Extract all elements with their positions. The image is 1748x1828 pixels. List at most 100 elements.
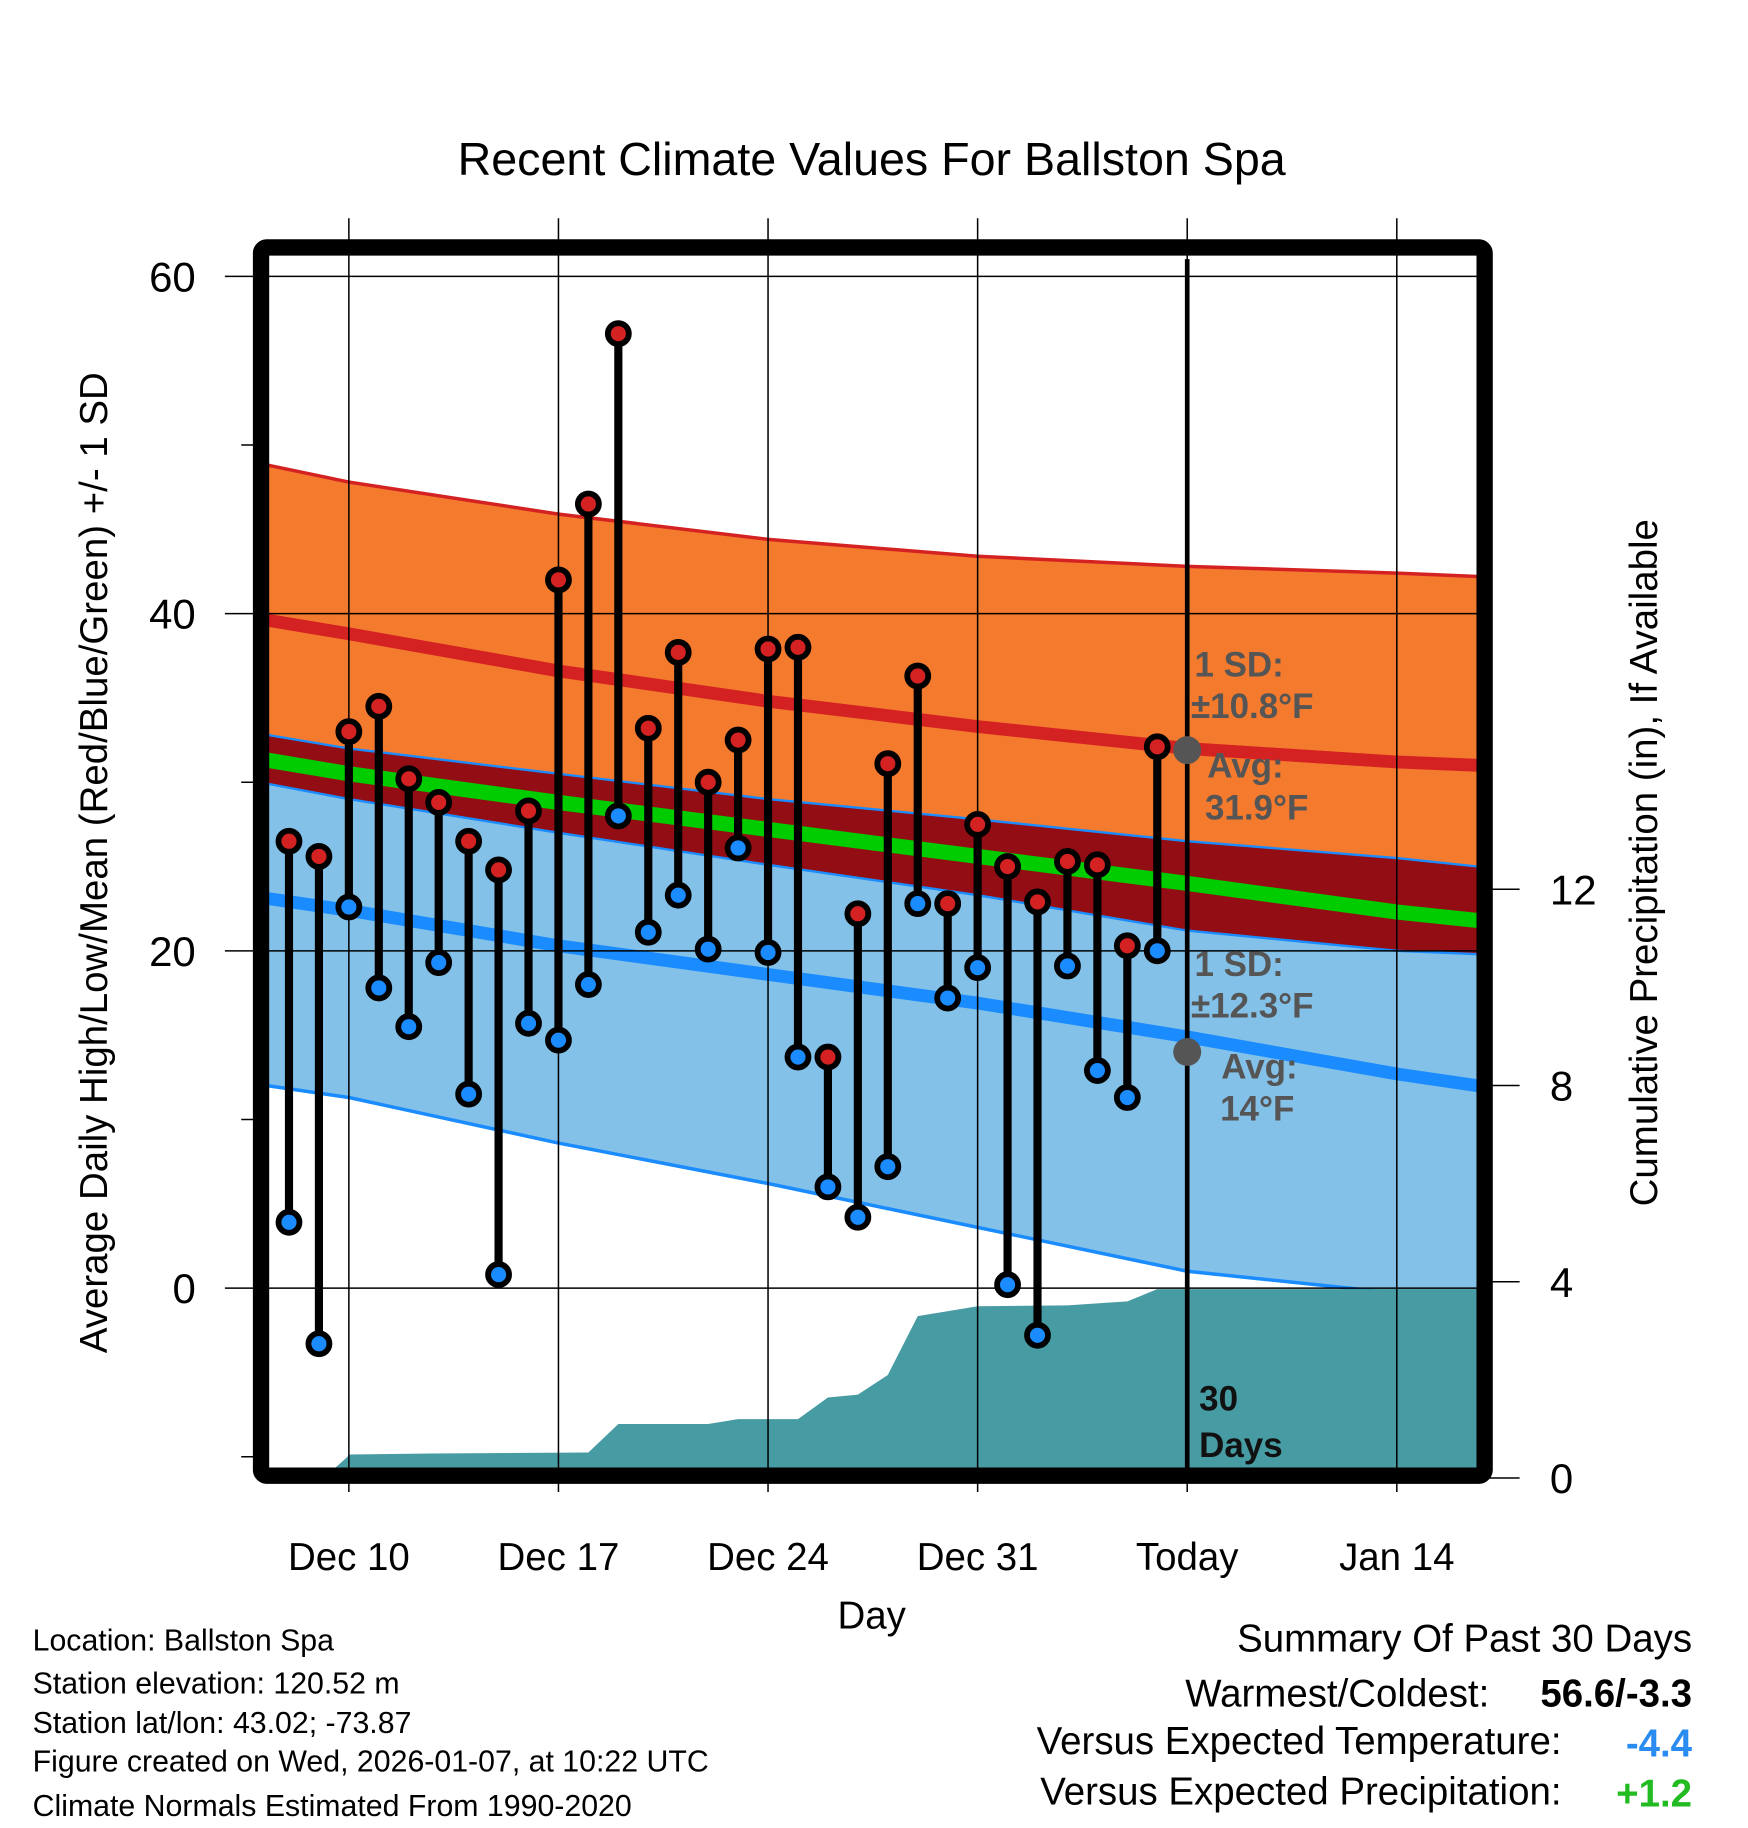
daily-low-point [754, 939, 782, 966]
summary-precip-label: Versus Expected Precipitation: [1040, 1770, 1561, 1813]
info-elevation: Station elevation: 120.52 m [33, 1668, 400, 1701]
x-axis-label: Day [837, 1594, 906, 1637]
y-tick-label: 40 [149, 591, 196, 638]
daily-high-point [904, 662, 932, 690]
daily-low-point [724, 834, 752, 862]
daily-low-point [574, 971, 602, 998]
station-info: Location: Ballston Spa Station elevation… [33, 1624, 709, 1822]
daily-high-point [425, 789, 453, 816]
days-label-number: 30 [1199, 1379, 1238, 1418]
daily-high-point [365, 692, 393, 720]
plot-frame [252, 239, 1493, 1484]
high-avg-line [266, 614, 1478, 772]
daily-high-point [814, 1043, 842, 1071]
daily-high-point [844, 900, 872, 928]
daily-low-point [515, 1009, 542, 1037]
summary-temp-label: Versus Expected Temperature: [1037, 1720, 1562, 1763]
daily-low-point [994, 1271, 1021, 1299]
chart-title: Recent Climate Values For Ballston Spa [458, 133, 1286, 185]
daily-low-point [694, 935, 722, 963]
info-normals: Climate Normals Estimated From 1990-2020 [33, 1790, 632, 1823]
x-tick-label: Dec 24 [707, 1536, 829, 1579]
low-sd-label: 1 SD: [1194, 945, 1283, 984]
daily-high-point [545, 566, 572, 594]
mean-band-top-line [267, 733, 1478, 868]
low-sd-value: ±12.3°F [1191, 987, 1314, 1026]
y-axis-label: Average Daily High/Low/Mean (Red/Blue/Gr… [73, 372, 116, 1353]
info-latlon: Station lat/lon: 43.02; -73.87 [33, 1707, 412, 1740]
daily-low-point [1143, 937, 1171, 965]
daily-low-point [1083, 1057, 1111, 1084]
x-tick-label: Dec 10 [288, 1536, 410, 1579]
daily-low-point [455, 1080, 483, 1108]
daily-high-point [1024, 888, 1051, 916]
high-sd-label: 1 SD: [1194, 645, 1283, 684]
low-plus-sd-line [267, 782, 1478, 956]
low-sd-band [268, 783, 1478, 1294]
summary-title: Summary Of Past 30 Days [1237, 1618, 1692, 1661]
daily-low-point [844, 1203, 872, 1231]
daily-low-point [305, 1330, 333, 1358]
y2-axis-label: Cumulative Precipitation (in), If Availa… [1623, 519, 1666, 1206]
low-avg-label: Avg: [1221, 1047, 1297, 1086]
daily-high-point [395, 765, 423, 793]
info-created: Figure created on Wed, 2026-01-07, at 10… [33, 1746, 709, 1779]
summary-precip-value: +1.2 [1616, 1773, 1692, 1816]
daily-low-point [1024, 1321, 1051, 1349]
low-avg-line [267, 892, 1479, 1093]
daily-high-point [604, 320, 632, 348]
summary-temp-value: -4.4 [1626, 1723, 1693, 1766]
days-label-text: Days [1199, 1426, 1283, 1465]
daily-low-point [395, 1013, 423, 1041]
y2-tick-label: 0 [1550, 1455, 1573, 1502]
y-tick-label: 60 [149, 253, 196, 300]
precip-area [334, 1289, 1478, 1469]
daily-low-point [275, 1208, 303, 1236]
daily-high-point [515, 797, 542, 825]
daily-low-point [784, 1043, 812, 1071]
daily-high-point [964, 810, 992, 838]
daily-high-point [634, 714, 662, 742]
x-tick-label: Dec 31 [917, 1536, 1039, 1579]
daily-low-point [1113, 1084, 1141, 1111]
daily-low-point [634, 918, 662, 946]
daily-low-point [874, 1153, 902, 1181]
daily-high-point [754, 635, 782, 663]
daily-high-point [1083, 851, 1111, 879]
summary-panel: Summary Of Past 30 Days Warmest/Coldest:… [1037, 1618, 1693, 1816]
daily-high-point [574, 490, 602, 518]
high-plus-sd-line [267, 463, 1478, 579]
daily-low-point [485, 1261, 512, 1288]
x-tick-label: Jan 14 [1339, 1536, 1454, 1579]
x-tick-label: Today [1136, 1536, 1239, 1579]
daily-low-point [1054, 952, 1081, 980]
daily-high-point [305, 842, 333, 870]
daily-low-point [814, 1173, 842, 1201]
x-tick-label: Dec 17 [498, 1536, 620, 1579]
y-tick-label: 0 [172, 1265, 195, 1312]
daily-high-point [1113, 932, 1141, 960]
daily-high-point [994, 853, 1021, 880]
high-avg-value: 31.9°F [1205, 789, 1308, 828]
daily-high-point [724, 726, 752, 754]
low-avg-value: 14°F [1220, 1089, 1294, 1128]
daily-low-point [425, 949, 453, 977]
daily-high-point [664, 638, 692, 666]
daily-low-point [964, 954, 992, 982]
y-tick-label: 20 [149, 928, 196, 975]
daily-high-point [485, 856, 512, 884]
y2-tick-label: 12 [1550, 866, 1597, 913]
daily-low-point [664, 881, 692, 909]
daily-low-point [335, 893, 363, 921]
daily-high-point [784, 633, 812, 661]
daily-high-point [934, 890, 962, 918]
summary-warmest-value: 56.6/-3.3 [1540, 1672, 1692, 1715]
daily-high-point [275, 827, 303, 855]
daily-high-point [694, 768, 722, 796]
daily-low-point [365, 974, 393, 1002]
daily-high-point [874, 750, 902, 778]
high-avg-label: Avg: [1207, 747, 1283, 786]
daily-low-point [604, 802, 632, 830]
